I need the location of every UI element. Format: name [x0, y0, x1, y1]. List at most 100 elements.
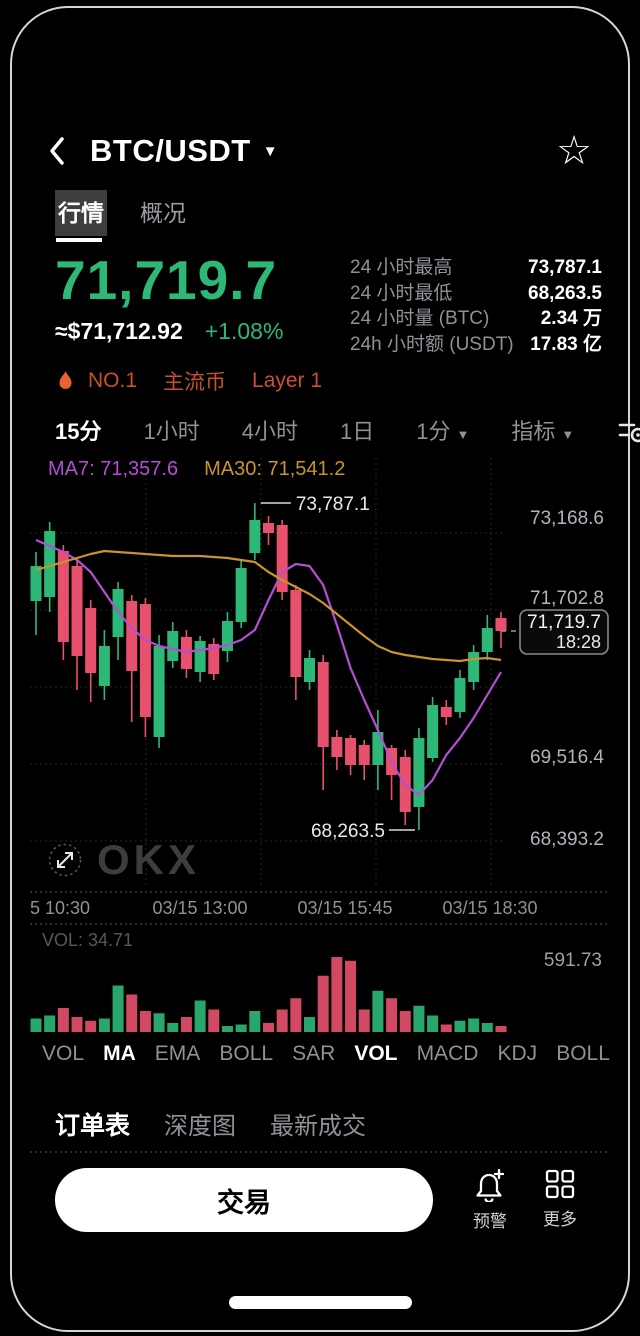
candle-body [440, 707, 452, 718]
indicator-sar[interactable]: SAR [292, 1042, 336, 1065]
last-price-tag [519, 609, 609, 655]
candle-body [139, 604, 151, 718]
stat-value: 68,263.5 [528, 282, 602, 304]
timeframe-4h[interactable]: 4小时 [241, 419, 298, 444]
y-axis-label: 71,702.8 [530, 588, 604, 609]
navigation-bar: BTC/USDT ▼ ☆ [48, 128, 592, 174]
indicator-macd[interactable]: MACD [416, 1042, 479, 1065]
volume-bar [276, 1009, 288, 1032]
stats-panel: 24 小时最高 73,787.1 24 小时最低 68,263.5 24 小时量… [350, 255, 602, 357]
last-price: 71,719.7 [55, 249, 278, 311]
candle-body [98, 646, 110, 687]
candle-body [468, 652, 480, 683]
tab-quotes[interactable]: 行情 [55, 190, 107, 242]
trade-button[interactable]: 交易 [55, 1168, 433, 1232]
volume-bar [345, 960, 357, 1032]
volume-bar [331, 957, 343, 1032]
volume-bar [290, 998, 302, 1032]
candle-body [481, 628, 493, 653]
timeframe-bar: 15分 1小时 4小时 1日 1分 ▼ 指标 ▼ [55, 414, 640, 446]
timeframe-1d[interactable]: 1日 [339, 419, 375, 444]
more-action[interactable]: 更多 [528, 1168, 592, 1230]
indicator-tabs: VOL MA EMA BOLL SAR VOL MACD KDJ BOLL [42, 1042, 610, 1066]
indicator-kdj[interactable]: KDJ [497, 1042, 538, 1065]
volume-current-label: VOL: 34.71 [42, 930, 133, 950]
tab-order-book[interactable]: 订单表 [55, 1112, 131, 1140]
volume-bar [167, 1023, 179, 1032]
candle-body [358, 745, 370, 766]
candle-body [194, 641, 206, 673]
alert-label: 预警 [473, 1212, 507, 1231]
volume-bar [208, 1009, 220, 1032]
stat-row-high: 24 小时最高 73,787.1 [350, 255, 602, 281]
candle-body [276, 525, 288, 593]
tab-overview[interactable]: 概况 [140, 200, 186, 226]
indicator-boll[interactable]: BOLL [219, 1042, 274, 1065]
stat-row-volume-btc: 24 小时量 (BTC) 2.34 万 [350, 306, 602, 332]
favorite-star-icon[interactable]: ☆ [556, 129, 592, 173]
candle-body [317, 662, 329, 748]
high-annotation: 73,787.1 [296, 494, 370, 515]
market-tabs: 行情 概况 [55, 190, 189, 242]
volume-bar [126, 994, 138, 1032]
candle-body [44, 531, 56, 598]
price-change-percent: +1.08% [204, 318, 284, 344]
volume-bar [139, 1010, 151, 1032]
tab-latest-trades[interactable]: 最新成交 [270, 1113, 367, 1140]
candle-body [30, 566, 42, 602]
price-alert-action[interactable]: 预警 [458, 1168, 522, 1232]
pair-title[interactable]: BTC/USDT [90, 133, 251, 168]
candle-body [331, 737, 343, 758]
category-badge-layer1[interactable]: Layer 1 [252, 369, 323, 392]
back-icon[interactable] [48, 135, 66, 167]
pair-caret-down-icon[interactable]: ▼ [262, 142, 278, 160]
indicator-vol-main[interactable]: VOL [42, 1042, 85, 1065]
stat-label: 24 小时最高 [350, 257, 453, 278]
chart-settings-icon[interactable] [616, 416, 640, 444]
indicator-ema[interactable]: EMA [154, 1042, 201, 1065]
x-axis-label: 03/15 18:30 [442, 898, 537, 918]
candle-body [167, 631, 179, 662]
candle-body [413, 738, 425, 808]
timeframe-1h[interactable]: 1小时 [143, 419, 200, 444]
fiat-price: ≈$71,712.92 [55, 318, 183, 344]
indicator-ma[interactable]: MA [103, 1042, 136, 1065]
tab-depth-chart[interactable]: 深度图 [164, 1113, 237, 1140]
volume-bar [427, 1015, 439, 1032]
volume-bar [413, 1005, 425, 1032]
x-axis-label: 5 10:30 [30, 898, 90, 918]
stat-label: 24h 小时额 (USDT) [350, 333, 514, 355]
candle-body [180, 637, 192, 670]
timeframe-more-dropdown[interactable]: 1分 ▼ [416, 419, 470, 444]
volume-bar [249, 1010, 261, 1032]
candle-body [372, 732, 384, 766]
volume-bar [180, 1017, 192, 1032]
volume-bar [44, 1015, 56, 1032]
volume-bar [440, 1024, 452, 1032]
candle-body [399, 757, 411, 813]
volume-max-label: 591.73 [544, 950, 602, 971]
okx-logo: OKX [97, 836, 201, 883]
expand-chart-icon[interactable] [47, 842, 83, 878]
stat-value: 2.34 万 [540, 308, 602, 329]
token-badges: NO.1 主流币 Layer 1 [57, 366, 322, 396]
candle-body [454, 678, 466, 713]
volume-bar [454, 1020, 466, 1032]
volume-bar [194, 1000, 206, 1032]
grid-more-icon [545, 1169, 575, 1199]
stat-row-turnover-usdt: 24h 小时额 (USDT) 17.83 亿 [350, 332, 602, 358]
indicator-vol-sub[interactable]: VOL [354, 1042, 398, 1065]
rank-badge[interactable]: NO.1 [88, 369, 138, 392]
volume-bar [386, 998, 398, 1032]
indicators-dropdown[interactable]: 指标 ▼ [511, 419, 575, 444]
candle-body [290, 590, 302, 678]
x-axis-label: 03/15 15:45 [297, 898, 392, 918]
indicator-boll-sub[interactable]: BOLL [556, 1042, 610, 1065]
timeframe-15m[interactable]: 15分 [55, 419, 102, 444]
candle-body [304, 658, 316, 683]
caret-down-icon: ▼ [456, 427, 470, 442]
candle-body [112, 589, 124, 638]
category-badge-mainstream[interactable]: 主流币 [163, 371, 227, 394]
volume-bar [317, 975, 329, 1032]
